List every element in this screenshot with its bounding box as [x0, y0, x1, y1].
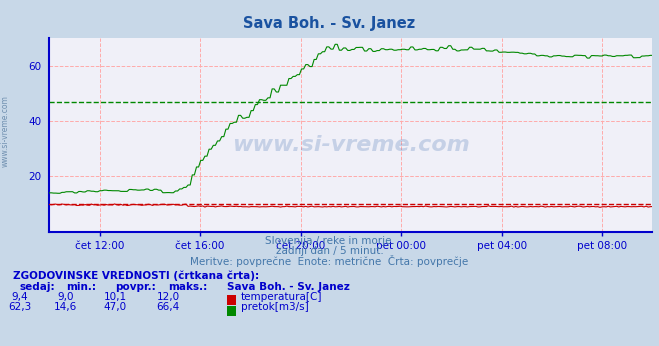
Text: temperatura[C]: temperatura[C]	[241, 292, 322, 302]
Text: 10,1: 10,1	[103, 292, 127, 302]
Text: Slovenija / reke in morje.: Slovenija / reke in morje.	[264, 236, 395, 246]
Text: 14,6: 14,6	[54, 302, 78, 312]
Text: ZGODOVINSKE VREDNOSTI (črtkana črta):: ZGODOVINSKE VREDNOSTI (črtkana črta):	[13, 270, 259, 281]
Text: 9,4: 9,4	[11, 292, 28, 302]
Text: maks.:: maks.:	[168, 282, 208, 292]
Text: povpr.:: povpr.:	[115, 282, 156, 292]
Text: 47,0: 47,0	[103, 302, 127, 312]
Text: www.si-vreme.com: www.si-vreme.com	[1, 95, 10, 167]
Text: zadnji dan / 5 minut.: zadnji dan / 5 minut.	[275, 246, 384, 256]
Text: Sava Boh. - Sv. Janez: Sava Boh. - Sv. Janez	[227, 282, 350, 292]
Text: Sava Boh. - Sv. Janez: Sava Boh. - Sv. Janez	[243, 16, 416, 30]
Text: www.si-vreme.com: www.si-vreme.com	[232, 135, 470, 155]
Text: pretok[m3/s]: pretok[m3/s]	[241, 302, 308, 312]
Text: 9,0: 9,0	[57, 292, 74, 302]
Text: 12,0: 12,0	[156, 292, 180, 302]
Text: min.:: min.:	[66, 282, 96, 292]
Text: 62,3: 62,3	[8, 302, 32, 312]
Text: sedaj:: sedaj:	[20, 282, 55, 292]
Text: 66,4: 66,4	[156, 302, 180, 312]
Text: Meritve: povprečne  Enote: metrične  Črta: povprečje: Meritve: povprečne Enote: metrične Črta:…	[190, 255, 469, 267]
